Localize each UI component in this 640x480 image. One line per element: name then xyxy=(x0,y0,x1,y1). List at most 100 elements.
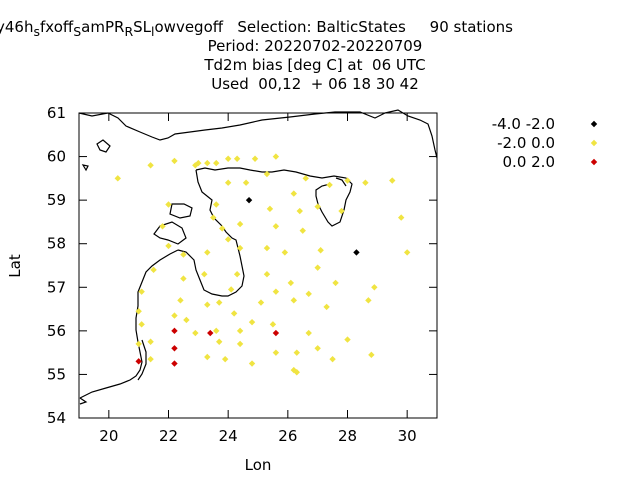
station-marker xyxy=(362,179,369,186)
station-marker xyxy=(236,340,244,348)
x-tick-label: 20 xyxy=(99,427,118,445)
station-marker xyxy=(344,336,351,343)
station-marker xyxy=(180,275,187,282)
y-tick-label: 55 xyxy=(47,365,66,383)
station-marker xyxy=(216,299,223,306)
plot-border xyxy=(78,112,438,419)
legend-label: 0.0 2.0 xyxy=(503,153,555,171)
station-marker xyxy=(326,181,333,189)
station-marker xyxy=(177,297,184,304)
station-marker xyxy=(138,288,145,295)
station-marker xyxy=(272,349,280,356)
plot-frame xyxy=(78,112,438,419)
y-axis-label: Lat xyxy=(6,254,24,278)
station-marker xyxy=(227,286,235,293)
station-marker xyxy=(204,159,211,167)
station-marker xyxy=(290,190,297,197)
station-marker xyxy=(233,271,241,278)
station-marker xyxy=(204,249,211,256)
title-run-line: y46hsfxoffSamPRRSLlowvegoff Selection: B… xyxy=(0,18,636,41)
station-marker xyxy=(201,271,208,278)
station-marker xyxy=(263,170,271,178)
station-marker xyxy=(272,153,280,160)
x-tick-label: 26 xyxy=(278,427,297,445)
station-marker xyxy=(371,284,378,291)
station-marker xyxy=(135,358,142,365)
station-marker xyxy=(236,327,244,335)
station-marker xyxy=(317,247,324,254)
station-marker xyxy=(305,329,312,337)
axis-ticks: 20 22 24 26 28 30 54 55 56 57 58 59 60 61 xyxy=(47,104,437,445)
station-marker xyxy=(344,177,351,184)
station-marker xyxy=(221,355,229,363)
station-marker xyxy=(314,264,321,271)
station-marker xyxy=(323,303,330,311)
station-marker xyxy=(204,353,211,361)
parameter-label: Td2m bias [deg C] at 06 UTC xyxy=(204,56,426,74)
station-marker xyxy=(353,249,360,256)
station-marker xyxy=(224,179,232,186)
x-tick-label: 22 xyxy=(159,427,178,445)
station-marker xyxy=(269,321,277,328)
station-marker xyxy=(302,175,309,182)
station-marker xyxy=(329,355,336,363)
station-marker xyxy=(365,297,372,304)
run-name: y46hsfxoffSamPRRSLlowvegoff xyxy=(0,18,224,39)
station-marker xyxy=(403,249,411,256)
y-tick-label: 56 xyxy=(47,322,66,340)
station-marker xyxy=(251,155,259,162)
station-marker xyxy=(171,360,178,367)
station-marker xyxy=(171,312,178,319)
legend-label: -4.0 -2.0 xyxy=(492,115,555,133)
station-marker xyxy=(272,288,280,295)
y-tick-label: 60 xyxy=(47,148,66,166)
station-marker xyxy=(159,223,166,230)
station-marker xyxy=(398,214,405,221)
x-tick-label: 30 xyxy=(398,427,417,445)
station-markers xyxy=(114,153,411,376)
station-marker xyxy=(272,223,280,230)
station-marker xyxy=(236,220,244,228)
station-marker xyxy=(138,321,145,328)
station-marker xyxy=(257,299,265,306)
station-marker xyxy=(213,327,220,335)
station-marker xyxy=(281,249,289,256)
station-marker xyxy=(135,340,142,348)
station-marker xyxy=(290,297,297,304)
station-marker xyxy=(171,327,178,335)
station-marker xyxy=(248,318,256,326)
station-marker xyxy=(272,329,280,337)
station-marker xyxy=(236,244,244,252)
x-tick-label: 24 xyxy=(219,427,238,445)
station-marker xyxy=(204,301,211,308)
station-marker xyxy=(287,279,295,287)
station-marker xyxy=(171,345,178,352)
station-marker xyxy=(165,201,172,208)
station-marker xyxy=(224,236,232,243)
station-marker xyxy=(305,290,312,298)
station-marker xyxy=(248,360,256,367)
station-marker xyxy=(368,351,375,359)
period-label: Period: 20220702-20220709 xyxy=(207,37,423,55)
station-marker xyxy=(293,349,300,356)
used-label: Used 00,12 + 06 18 30 42 xyxy=(211,75,419,93)
station-marker xyxy=(183,316,190,324)
station-marker xyxy=(210,214,217,221)
station-marker xyxy=(332,279,339,287)
legend-label: -2.0 0.0 xyxy=(497,134,555,152)
selection-label: Selection: BalticStates xyxy=(237,18,406,36)
station-marker xyxy=(314,203,321,210)
y-tick-label: 57 xyxy=(47,278,66,296)
station-marker xyxy=(192,329,199,337)
station-marker xyxy=(266,205,274,213)
station-marker xyxy=(150,266,157,274)
station-marker xyxy=(135,308,142,315)
station-marker xyxy=(216,338,223,345)
station-marker xyxy=(165,242,172,250)
station-marker xyxy=(338,207,345,215)
x-tick-label: 28 xyxy=(338,427,357,445)
legend-marker xyxy=(590,139,598,147)
station-marker xyxy=(296,207,303,215)
station-marker xyxy=(314,345,321,352)
station-marker xyxy=(242,179,250,186)
